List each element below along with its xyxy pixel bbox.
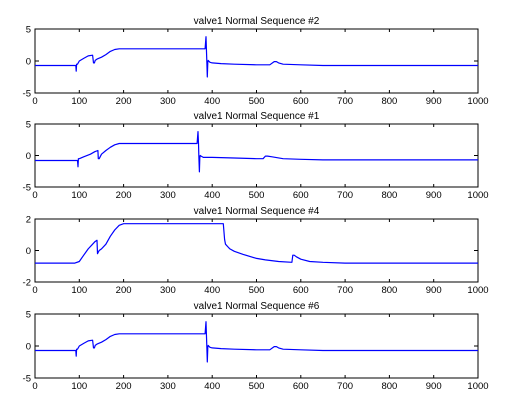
subplot-1: valve1 Normal Sequence #20 100 200 300 400 50… xyxy=(23,16,489,107)
x-tick-label: 100 xyxy=(71,190,87,201)
x-tick-label: 200 xyxy=(116,381,132,392)
axes-box xyxy=(34,28,479,94)
subplot-title: valve1 Normal Sequence #4 xyxy=(194,206,320,217)
subplot-3: valve1 Normal Sequence #4 0 100 200 300 400 50… xyxy=(23,206,489,296)
subplot-2: valve1 Normal Sequence #10 100 200 300 400 50… xyxy=(23,111,489,201)
x-tick-label: 500 xyxy=(249,381,265,392)
x-tick-label: 400 xyxy=(204,190,220,201)
x-tick-label: 900 xyxy=(426,381,442,392)
y-tick-label: -5 xyxy=(23,183,31,194)
x-tick-label: 300 xyxy=(160,96,176,107)
series-line xyxy=(35,223,478,264)
x-tick-label: 700 xyxy=(337,381,353,392)
x-tick-label: 1000 xyxy=(467,190,488,201)
x-tick-label: 400 xyxy=(204,285,220,296)
subplot-title: valve1 Normal Sequence #1 xyxy=(194,111,320,122)
x-tick-label: 900 xyxy=(426,285,442,296)
x-tick-label: 900 xyxy=(426,96,442,107)
x-tick-label: 0 xyxy=(32,381,37,392)
y-tick-label: 0 xyxy=(26,246,31,257)
axes-box xyxy=(34,313,479,379)
x-tick-label: 100 xyxy=(71,96,87,107)
x-tick-label: 100 xyxy=(71,381,87,392)
x-tick-label: 700 xyxy=(337,285,353,296)
y-tick-label: 2 xyxy=(26,215,31,226)
x-tick-label: 800 xyxy=(381,381,397,392)
y-tick-label: -5 xyxy=(23,89,31,100)
x-tick-label: 700 xyxy=(337,96,353,107)
x-tick-label: 0 xyxy=(32,190,37,201)
y-tick-label: 5 xyxy=(26,310,31,321)
subplot-title: valve1 Normal Sequence #2 xyxy=(194,16,320,27)
subplot-4: valve1 Normal Sequence #60 100 200 300 400 50… xyxy=(23,301,489,392)
y-tick-label: 5 xyxy=(26,120,31,131)
x-tick-label: 600 xyxy=(293,190,309,201)
x-tick-label: 300 xyxy=(160,285,176,296)
y-tick-label: -5 xyxy=(23,374,31,385)
y-tick-label: 0 xyxy=(26,57,31,68)
x-tick-label: 600 xyxy=(293,285,309,296)
x-tick-label: 500 xyxy=(249,190,265,201)
x-tick-label: 1000 xyxy=(467,96,488,107)
x-tick-label: 500 xyxy=(249,96,265,107)
x-tick-label: 0 xyxy=(32,285,37,296)
x-tick-label: 700 xyxy=(337,190,353,201)
series-line xyxy=(35,321,478,363)
x-tick-label: 0 xyxy=(32,96,37,107)
x-tick-label: 1000 xyxy=(467,285,488,296)
x-tick-label: 800 xyxy=(381,96,397,107)
series-line xyxy=(35,131,478,173)
subplot-title: valve1 Normal Sequence #6 xyxy=(194,301,320,312)
x-tick-label: 200 xyxy=(116,96,132,107)
y-tick-label: 5 xyxy=(26,25,31,36)
x-tick-label: 600 xyxy=(293,96,309,107)
x-tick-label: 300 xyxy=(160,381,176,392)
x-tick-label: 900 xyxy=(426,190,442,201)
y-tick-label: 0 xyxy=(26,151,31,162)
x-tick-label: 200 xyxy=(116,285,132,296)
x-tick-label: 100 xyxy=(71,285,87,296)
x-tick-label: 500 xyxy=(249,285,265,296)
y-tick-label: -2 xyxy=(23,278,31,289)
x-tick-label: 400 xyxy=(204,381,220,392)
x-tick-label: 800 xyxy=(381,190,397,201)
x-tick-label: 600 xyxy=(293,381,309,392)
x-tick-label: 400 xyxy=(204,96,220,107)
y-tick-label: 0 xyxy=(26,342,31,353)
x-tick-label: 200 xyxy=(116,190,132,201)
x-tick-label: 1000 xyxy=(467,381,488,392)
axes-box xyxy=(34,218,479,283)
series-line xyxy=(35,36,478,78)
x-tick-label: 300 xyxy=(160,190,176,201)
x-tick-label: 800 xyxy=(381,285,397,296)
